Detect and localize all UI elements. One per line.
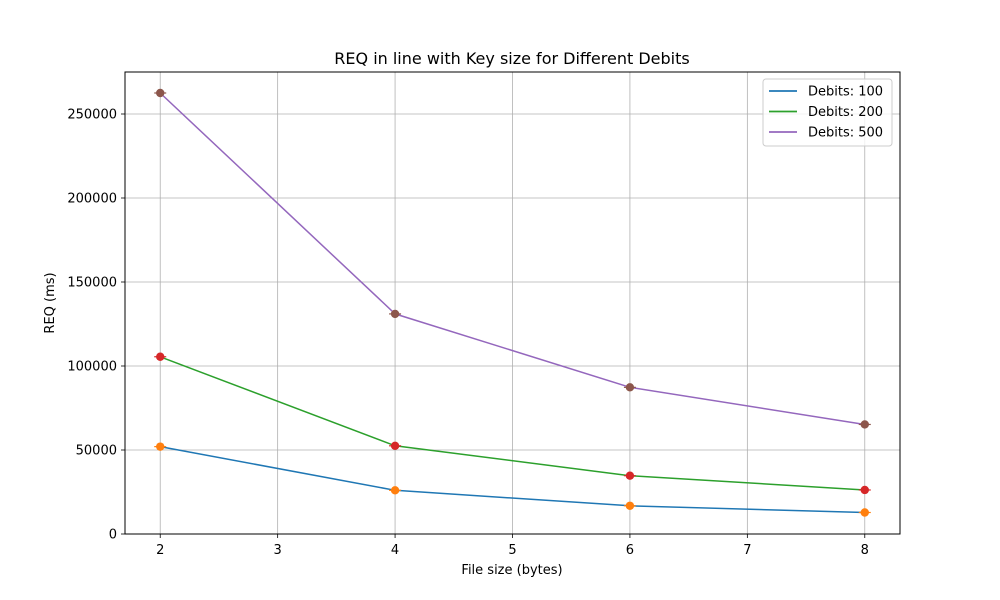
series-lines — [159, 92, 865, 514]
data-point — [390, 309, 400, 319]
y-axis-ticks: 0 50000 100000 150000 200000 250000 — [67, 108, 125, 543]
series-line-1 — [160, 445, 865, 514]
series-line-3 — [159, 92, 865, 426]
legend-label: Debits: 500 — [808, 126, 883, 141]
y-tick-label: 200000 — [67, 192, 117, 207]
legend-label: Debits: 100 — [808, 85, 883, 100]
x-tick-label: 7 — [743, 543, 751, 558]
data-point — [156, 88, 165, 98]
series-markers — [154, 88, 871, 517]
chart-title: REQ in line with Key size for Different … — [334, 49, 689, 68]
y-tick-label: 50000 — [76, 444, 117, 459]
x-tick-label: 4 — [391, 543, 399, 558]
x-tick-label: 5 — [508, 543, 516, 558]
x-tick-label: 2 — [156, 543, 164, 558]
y-tick-label: 250000 — [67, 108, 117, 123]
data-point — [860, 508, 869, 517]
data-point — [860, 485, 869, 495]
data-point — [625, 471, 635, 480]
y-tick-label: 100000 — [67, 360, 117, 375]
data-point — [156, 442, 165, 451]
y-tick-label: 0 — [109, 528, 117, 543]
data-point — [390, 486, 400, 495]
data-point — [625, 383, 635, 392]
legend-label: Debits: 200 — [808, 105, 883, 120]
x-tick-label: 8 — [861, 543, 869, 558]
legend-box — [762, 78, 893, 147]
data-point — [625, 501, 635, 510]
series-line-2 — [159, 356, 865, 491]
y-tick-label: 150000 — [67, 276, 117, 291]
legend: Debits: 100 Debits: 200 Debits: 500 — [762, 78, 893, 147]
x-axis-label: File size (bytes) — [461, 563, 562, 578]
data-point — [156, 352, 165, 361]
x-tick-label: 6 — [626, 543, 634, 558]
x-tick-label: 3 — [274, 543, 282, 558]
data-point — [390, 441, 400, 450]
x-axis-ticks: 2 3 4 5 6 7 8 — [156, 534, 869, 558]
data-point — [860, 420, 869, 429]
y-axis-label: REQ (ms) — [43, 272, 58, 333]
